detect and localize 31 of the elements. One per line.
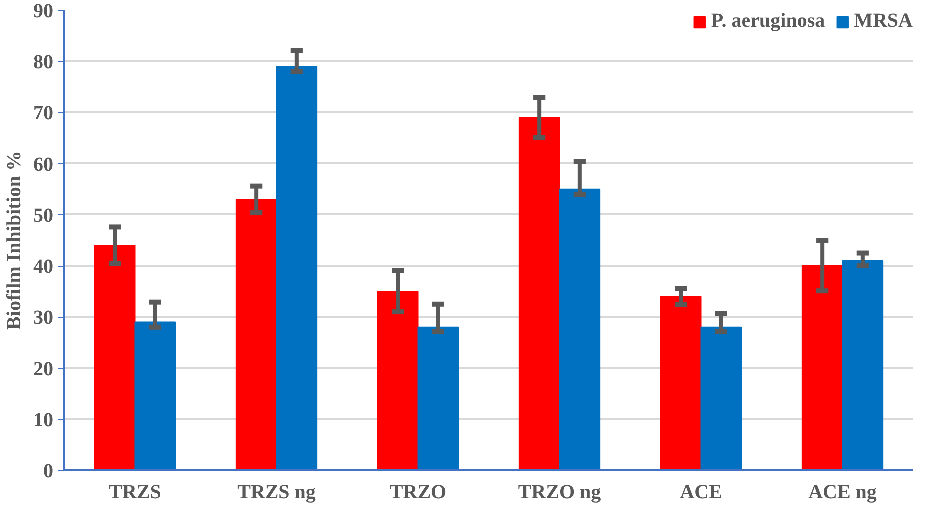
y-axis-title: Biofilm Inhibition % — [4, 151, 26, 330]
legend-label: P. aeruginosa — [711, 10, 826, 33]
y-tick-label: 10 — [34, 409, 54, 432]
y-tick-label: 0 — [44, 460, 54, 482]
y-tick-label: 60 — [34, 154, 54, 176]
x-tick-label: TRZS — [109, 482, 162, 504]
y-tick-label: 30 — [34, 307, 54, 330]
bar — [842, 260, 884, 470]
y-tick-label: 20 — [34, 358, 54, 380]
x-tick-label: TRZO ng — [518, 482, 602, 504]
x-tick-label: ACE ng — [808, 482, 877, 504]
x-tick-label: TRZS ng — [238, 482, 316, 504]
bar — [94, 245, 136, 470]
bar — [559, 188, 601, 470]
bar — [518, 117, 560, 470]
x-tick-label: ACE — [680, 482, 722, 504]
y-tick-label: 70 — [34, 102, 54, 125]
y-tick-label: 90 — [34, 0, 54, 22]
y-tick-label: 50 — [34, 204, 54, 227]
y-tick-label: 80 — [34, 52, 54, 74]
bar — [276, 66, 318, 470]
bar — [134, 322, 176, 470]
legend-label: MRSA — [854, 10, 913, 33]
y-tick-label: 40 — [34, 256, 54, 278]
bar — [418, 326, 460, 470]
bar — [660, 296, 702, 470]
bar — [377, 291, 419, 470]
x-tick-label: TRZO — [390, 482, 447, 504]
bar — [236, 199, 278, 470]
bar — [700, 326, 742, 470]
bar — [802, 266, 844, 470]
